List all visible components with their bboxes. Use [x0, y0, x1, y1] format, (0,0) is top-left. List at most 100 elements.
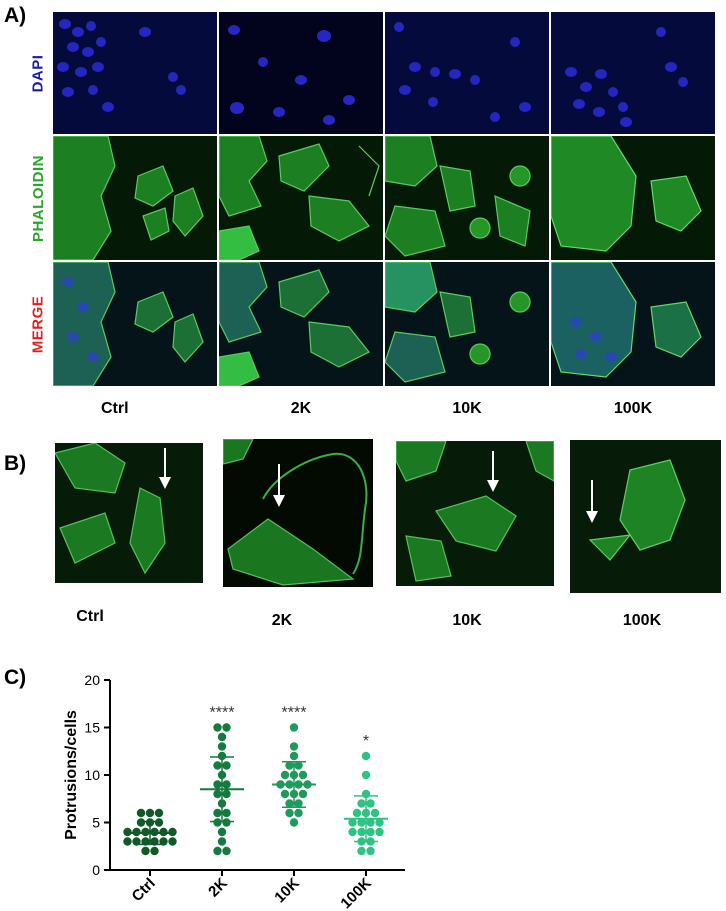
y-tick-label: 5 — [92, 815, 100, 831]
micrograph-phaloidin-100k — [551, 136, 715, 260]
micrograph-dapi-2k — [219, 12, 383, 134]
micrograph-merge-ctrl — [53, 262, 217, 386]
data-point — [289, 742, 299, 751]
zoom-10k — [396, 441, 554, 586]
data-point — [357, 846, 366, 856]
data-point — [154, 818, 164, 827]
zoom-ctrl — [55, 443, 203, 583]
data-point — [289, 818, 299, 827]
data-point — [141, 846, 150, 856]
data-point — [150, 846, 159, 856]
data-point — [136, 808, 146, 818]
data-point — [222, 789, 231, 799]
panel-b-label: B) — [4, 452, 27, 475]
data-point — [145, 808, 155, 818]
column-label-2k-b: 2K — [271, 612, 293, 629]
data-point — [222, 761, 231, 770]
column-label-10k-a: 10K — [452, 400, 482, 417]
y-tick-label: 20 — [84, 672, 100, 688]
data-point — [217, 827, 227, 837]
data-point — [375, 827, 384, 837]
data-point — [357, 799, 366, 808]
column-label-100k-b: 100K — [622, 612, 662, 629]
significance-label: **** — [282, 705, 307, 722]
data-point — [370, 808, 380, 818]
data-point — [348, 818, 357, 827]
data-point — [222, 723, 231, 732]
micrograph-phaloidin-ctrl — [53, 136, 217, 260]
panel-c-label: C) — [4, 666, 27, 689]
data-point — [366, 827, 375, 837]
column-label-2k-a: 2K — [290, 400, 312, 417]
column-label-ctrl-a: Ctrl — [101, 400, 129, 417]
data-point — [222, 846, 231, 856]
y-axis-label: Protrusions/cells — [63, 710, 80, 840]
panel-a-label: A) — [4, 4, 27, 27]
data-point — [361, 770, 371, 780]
data-point — [123, 837, 132, 846]
row-label-merge: MERGE — [29, 295, 47, 353]
data-point — [222, 818, 231, 827]
data-point — [213, 780, 222, 789]
data-point — [213, 761, 222, 770]
data-point — [294, 799, 303, 808]
row-label-dapi: DAPI — [29, 54, 47, 92]
data-point — [366, 799, 375, 808]
zoom-2k — [223, 439, 373, 587]
micrograph-merge-2k — [219, 262, 383, 386]
row-label-phaloidin: PHALOIDIN — [29, 154, 47, 242]
x-tick-label: 2K — [205, 875, 231, 901]
data-point — [357, 818, 366, 827]
y-tick-label: 0 — [92, 862, 100, 878]
data-point — [217, 732, 227, 742]
data-point — [222, 780, 231, 789]
data-point — [285, 799, 294, 808]
data-point — [213, 808, 222, 818]
column-label-10k-b: 10K — [452, 612, 482, 629]
x-tick-label: 100K — [337, 875, 374, 911]
data-point — [154, 808, 164, 818]
data-point — [150, 837, 159, 846]
data-point — [168, 827, 177, 837]
micrograph-dapi-10k — [385, 12, 549, 134]
data-point — [213, 846, 222, 856]
data-point — [289, 723, 299, 732]
micrograph-merge-100k — [551, 262, 715, 386]
micrograph-dapi-ctrl — [53, 12, 217, 134]
data-point — [213, 789, 222, 799]
data-point — [213, 723, 222, 732]
micrograph-phaloidin-2k — [219, 136, 383, 260]
zoom-100k — [570, 440, 721, 593]
data-point — [217, 742, 227, 751]
micrograph-merge-10k — [385, 262, 549, 386]
data-point — [168, 837, 177, 846]
micrograph-dapi-100k — [551, 12, 715, 134]
data-point — [222, 808, 231, 818]
data-point — [298, 770, 308, 780]
data-point — [123, 827, 132, 837]
data-point — [159, 837, 168, 846]
data-point — [298, 789, 308, 799]
significance-label: * — [363, 733, 369, 750]
y-tick-label: 10 — [84, 767, 100, 783]
data-point — [366, 818, 375, 827]
x-tick-label: Ctrl — [129, 875, 159, 905]
data-point — [141, 837, 150, 846]
data-point — [217, 837, 227, 846]
data-point — [352, 808, 362, 818]
x-tick-label: 10K — [271, 875, 303, 907]
data-point — [289, 751, 299, 761]
data-point — [285, 808, 294, 818]
data-point — [294, 761, 303, 770]
data-point — [280, 770, 290, 780]
column-label-ctrl-b: Ctrl — [76, 608, 104, 625]
y-tick-label: 15 — [84, 720, 100, 736]
data-point — [217, 751, 227, 761]
micrograph-phaloidin-10k — [385, 136, 549, 260]
data-point — [136, 818, 146, 827]
data-point — [294, 808, 303, 818]
data-point — [213, 818, 222, 827]
data-point — [280, 789, 290, 799]
data-point — [366, 846, 375, 856]
